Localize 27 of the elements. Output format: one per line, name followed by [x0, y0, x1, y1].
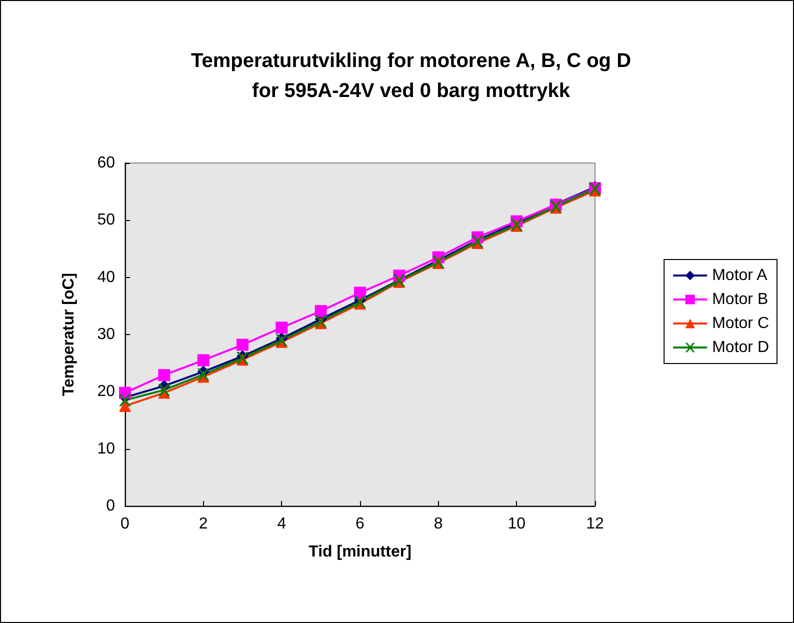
x-tick-label: 0 — [120, 516, 130, 532]
point — [158, 384, 170, 396]
y-tick-label: 10 — [97, 440, 116, 458]
x-tick-label: 4 — [277, 516, 286, 532]
x-tick-label: 6 — [356, 516, 365, 532]
legend-label: Motor D — [712, 339, 770, 356]
y-tick-label: 40 — [97, 268, 116, 286]
legend-label: Motor C — [712, 315, 770, 332]
x-tick-label: 12 — [586, 516, 604, 532]
x-axis-title: Tid [minutter] — [308, 544, 412, 560]
legend-label: Motor A — [712, 267, 768, 284]
x-tick-label: 8 — [434, 516, 443, 532]
x-tick-label: 10 — [508, 516, 526, 532]
y-tick-label: 20 — [97, 383, 116, 400]
y-tick-label: 60 — [97, 154, 116, 172]
point — [314, 305, 327, 318]
y-tick-label: 30 — [97, 326, 116, 343]
x-tick-label: 2 — [198, 516, 208, 532]
legend-label: Motor B — [712, 291, 768, 308]
point — [276, 322, 288, 334]
chart-title: Temperaturutvikling for motorene A, B, C og D for 595A-24V ved 0 barg mottrykk — [190, 50, 632, 102]
point — [158, 369, 170, 382]
point — [197, 354, 210, 366]
y-tick-label: 0 — [106, 498, 116, 514]
point — [236, 338, 248, 351]
y-tick-label: 50 — [97, 212, 116, 229]
y-axis-title: Temperatur [oC] — [60, 272, 78, 396]
